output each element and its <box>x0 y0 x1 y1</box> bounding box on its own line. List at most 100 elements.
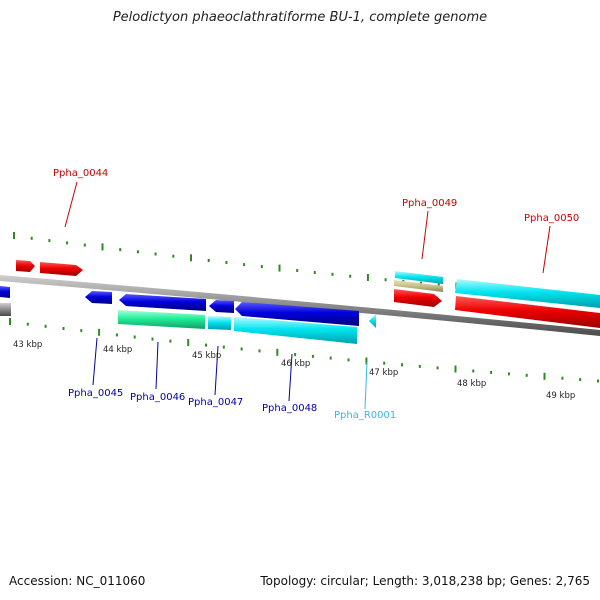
tick-bottom-29 <box>525 373 528 377</box>
tick-bottom-10 <box>187 339 190 347</box>
tick-top-15 <box>278 264 281 272</box>
leader-0046 <box>155 341 159 390</box>
tick-top-3 <box>66 241 69 245</box>
tick-bottom-9 <box>169 339 172 343</box>
leader-0050 <box>542 225 551 274</box>
gene-arrow-blue-0048[interactable] <box>235 302 359 326</box>
chromosome-backbone <box>0 275 600 336</box>
tick-top-20 <box>366 274 369 281</box>
tick-top-12 <box>225 261 228 264</box>
tick-bottom-3 <box>62 327 65 330</box>
scale-label-43: 43 kbp <box>13 340 42 350</box>
leader-0045 <box>92 337 98 386</box>
leader-0049 <box>421 210 429 260</box>
leader-0044 <box>64 181 78 228</box>
tick-bottom-8 <box>151 337 154 341</box>
gene-labels: Ppha_0044 Ppha_0045 Ppha_0046 Ppha_0047 … <box>53 168 579 421</box>
gene-label-ppha-r0001[interactable]: Ppha_R0001 <box>334 410 396 421</box>
tick-bottom-20 <box>365 357 368 365</box>
tick-bottom-25 <box>454 365 457 373</box>
gene-arrow-cyan-small[interactable] <box>369 314 376 328</box>
gene-arrow-cyan-r0001-top[interactable] <box>395 271 443 284</box>
gene-label-ppha-0045[interactable]: Ppha_0045 <box>68 388 123 399</box>
tick-bottom-27 <box>490 370 493 374</box>
tick-bottom-32 <box>579 378 582 382</box>
accession-text: Accession: NC_011060 <box>9 574 146 588</box>
scale-label-46: 46 kbp <box>281 359 310 369</box>
tick-top-1 <box>30 236 33 240</box>
gene-arrow-cyan-mid-2[interactable] <box>234 317 357 344</box>
tick-bottom-2 <box>44 324 47 328</box>
scale-label-48: 48 kbp <box>457 379 486 389</box>
gene-arrow-cyan-0050[interactable] <box>455 279 600 308</box>
tick-bottom-14 <box>258 349 261 353</box>
tick-bottom-18 <box>329 356 332 360</box>
gene-label-ppha-0047[interactable]: Ppha_0047 <box>188 397 243 408</box>
tick-top-18 <box>331 272 334 276</box>
tick-bottom-4 <box>80 329 83 333</box>
tick-bottom-24 <box>436 366 439 370</box>
tick-top-6 <box>119 248 122 252</box>
tick-top-4 <box>83 243 86 247</box>
gene-arrow-red-0049[interactable] <box>394 289 442 307</box>
genome-summary-text: Topology: circular; Length: 3,018,238 bp… <box>260 574 590 588</box>
tick-top-17 <box>313 271 316 274</box>
tick-bottom-30 <box>543 372 546 380</box>
tick-bottom-5 <box>98 328 101 336</box>
tick-top-7 <box>136 250 139 254</box>
tick-bottom-21 <box>383 361 386 365</box>
scale-label-47: 47 kbp <box>369 368 398 378</box>
tick-bottom-17 <box>311 354 314 358</box>
tick-top-11 <box>207 259 210 262</box>
tick-top-8 <box>154 252 157 256</box>
gene-arrow-khaki[interactable] <box>394 280 443 292</box>
gene-label-ppha-0050[interactable]: Ppha_0050 <box>524 213 579 224</box>
tick-bottom-6 <box>115 333 118 337</box>
gene-label-ppha-0046[interactable]: Ppha_0046 <box>130 392 185 403</box>
gene-arrow-cyan-mid-1[interactable] <box>208 316 231 330</box>
tick-bottom-11 <box>205 343 207 347</box>
tick-bottom-12 <box>222 345 225 349</box>
tick-top-5 <box>101 243 104 251</box>
tick-bottom-22 <box>401 363 403 367</box>
gene-label-ppha-0048[interactable]: Ppha_0048 <box>262 403 317 414</box>
backbone-stub <box>0 303 11 316</box>
tick-bottom-23 <box>418 364 421 368</box>
tick-bottom-0 <box>9 318 11 325</box>
tick-bottom-13 <box>240 347 243 351</box>
reverse-strand-genes <box>0 286 376 344</box>
tick-bottom-1 <box>26 322 29 326</box>
gene-arrow-blue-0046[interactable] <box>119 294 206 311</box>
tick-bottom-28 <box>507 372 510 376</box>
tick-top-16 <box>296 269 299 272</box>
gene-arrow-red-2[interactable] <box>40 262 83 276</box>
tick-top-21 <box>384 278 387 282</box>
gene-arrow-red-0050[interactable] <box>455 296 600 328</box>
tick-bottom-33 <box>597 379 599 383</box>
tick-track-bottom <box>9 318 599 383</box>
scale-label-44: 44 kbp <box>103 345 132 355</box>
leader-r0001 <box>364 361 368 410</box>
tick-bottom-26 <box>472 369 475 373</box>
gene-label-ppha-0049[interactable]: Ppha_0049 <box>402 198 457 209</box>
tick-top-2 <box>48 239 51 243</box>
gene-arrow-blue-0047[interactable] <box>209 300 234 313</box>
gene-arrow-green[interactable] <box>118 310 205 329</box>
forward-strand-genes <box>16 260 600 328</box>
scale-labels: 43 kbp 44 kbp 45 kbp 46 kbp 47 kbp 48 kb… <box>13 340 575 401</box>
tick-top-9 <box>172 254 175 258</box>
tick-top-19 <box>349 274 352 278</box>
tick-top-13 <box>243 263 246 267</box>
tick-bottom-19 <box>347 358 350 362</box>
label-leaders <box>64 181 551 410</box>
scale-label-49: 49 kbp <box>546 391 575 401</box>
tick-bottom-15 <box>276 348 279 356</box>
gene-arrow-red-1[interactable] <box>16 260 35 272</box>
tick-top-24 <box>437 283 440 287</box>
gene-arrow-blue-0045[interactable] <box>85 291 112 304</box>
tick-bottom-7 <box>133 335 136 339</box>
leader-0048 <box>288 353 293 402</box>
gene-label-ppha-0044[interactable]: Ppha_0044 <box>53 168 108 179</box>
gene-arrow-blue-edge[interactable] <box>0 286 10 298</box>
